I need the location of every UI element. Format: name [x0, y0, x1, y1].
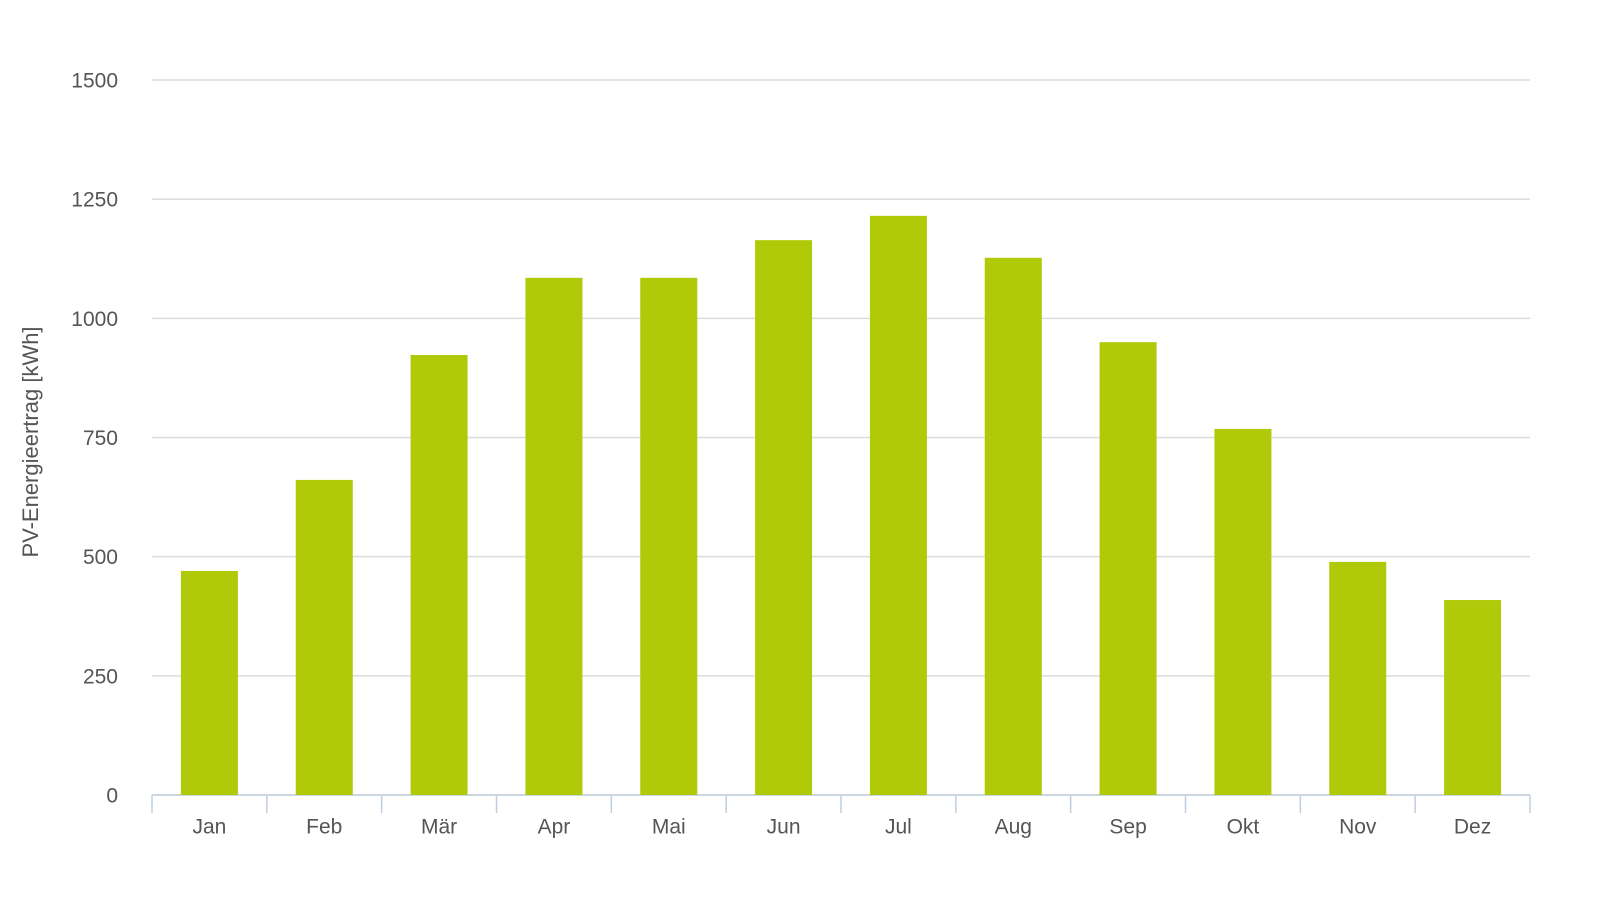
x-tick-label: Apr: [538, 816, 571, 839]
x-tick-label: Jan: [192, 816, 226, 839]
x-tick-label: Okt: [1227, 816, 1260, 839]
bar: [525, 277, 583, 796]
y-tick-label: 1500: [71, 70, 118, 93]
x-tick-label: Dez: [1454, 816, 1491, 839]
x-tick-label: Feb: [306, 816, 342, 839]
y-tick-label: 500: [83, 546, 118, 569]
y-axis-label: PV-Energieertrag [kWh]: [18, 326, 43, 557]
bar: [180, 570, 238, 795]
x-tick-label: Jun: [767, 816, 801, 839]
y-tick-label: 0: [106, 785, 118, 808]
x-tick-label: Mai: [652, 816, 686, 839]
bar: [1214, 428, 1272, 795]
x-tick-label: Mär: [421, 816, 457, 839]
bar: [1099, 342, 1157, 795]
bar: [1329, 561, 1387, 795]
bar: [295, 479, 353, 795]
x-tick-label: Aug: [995, 816, 1032, 839]
bar: [640, 277, 698, 796]
x-tick-label: Nov: [1339, 816, 1377, 839]
bar: [755, 240, 813, 795]
x-tick-label: Jul: [885, 816, 912, 839]
bar: [869, 215, 927, 796]
y-tick-label: 250: [83, 665, 118, 688]
bar: [1444, 600, 1502, 795]
bar: [984, 257, 1042, 796]
y-tick-label: 1250: [71, 189, 118, 212]
y-tick-label: 750: [83, 427, 118, 450]
bar: [410, 355, 468, 795]
x-tick-label: Sep: [1109, 816, 1146, 839]
y-tick-label: 1000: [71, 308, 118, 331]
